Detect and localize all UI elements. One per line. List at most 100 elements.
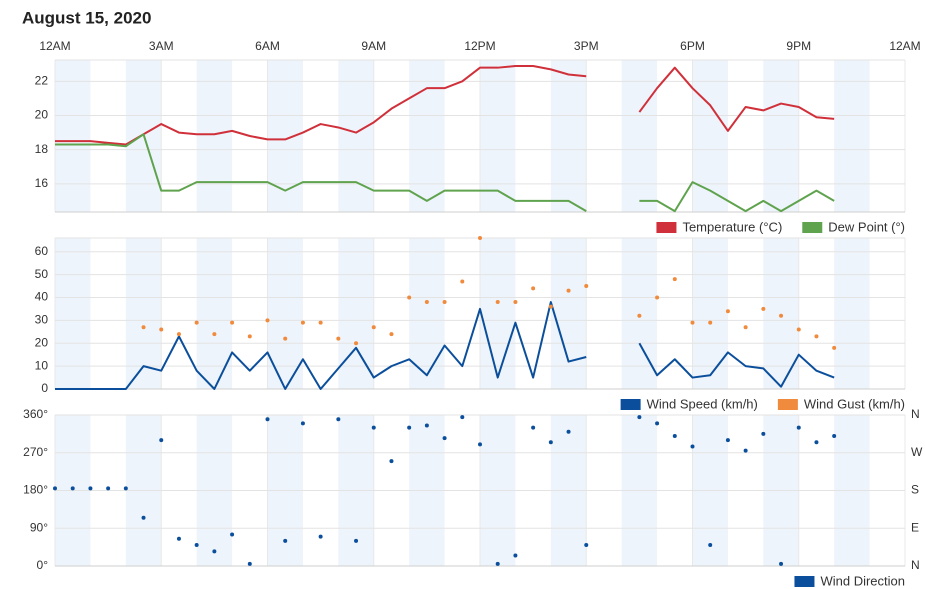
- legend-swatch: [794, 576, 815, 587]
- y-tick-label: 18: [35, 142, 49, 156]
- point: [176, 332, 181, 337]
- legend-label: Temperature (°C): [682, 219, 782, 234]
- point: [672, 433, 677, 438]
- point: [531, 425, 536, 430]
- y-tick-label: 360°: [23, 407, 48, 421]
- point: [194, 543, 199, 548]
- point: [495, 561, 500, 566]
- hour-band: [338, 238, 374, 389]
- legend-swatch: [777, 399, 798, 410]
- point: [265, 417, 270, 422]
- series-line: [55, 133, 835, 213]
- point: [655, 421, 660, 426]
- point: [566, 429, 571, 434]
- point: [725, 309, 730, 314]
- point: [141, 325, 146, 330]
- point: [672, 277, 677, 282]
- point: [531, 286, 536, 291]
- point: [460, 279, 465, 284]
- point: [283, 336, 288, 341]
- x-tick-label: 6AM: [255, 39, 280, 53]
- legend-label: Wind Gust (km/h): [804, 396, 905, 411]
- y-tick-label: 22: [35, 74, 49, 88]
- point: [655, 295, 660, 300]
- hour-band: [480, 60, 516, 212]
- y-tick-label: 180°: [23, 483, 48, 497]
- point: [584, 543, 589, 548]
- y-tick-label: 0°: [37, 558, 49, 572]
- point: [832, 433, 837, 438]
- point: [743, 448, 748, 453]
- hour-band: [692, 60, 728, 212]
- point: [584, 284, 589, 289]
- point: [407, 425, 412, 430]
- point: [513, 553, 518, 558]
- hour-band: [55, 238, 91, 389]
- point: [495, 300, 500, 305]
- point: [460, 415, 465, 420]
- point: [230, 320, 235, 325]
- point: [283, 538, 288, 543]
- point: [761, 431, 766, 436]
- legend-label: Wind Speed (km/h): [647, 396, 758, 411]
- x-tick-label: 12AM: [889, 39, 920, 53]
- x-tick-label: 9AM: [361, 39, 386, 53]
- point: [318, 534, 323, 539]
- point: [548, 440, 553, 445]
- hour-band: [550, 60, 587, 212]
- point: [336, 417, 341, 422]
- point: [407, 295, 412, 300]
- point: [566, 288, 571, 293]
- point: [442, 300, 447, 305]
- y-tick-label: 10: [35, 358, 49, 372]
- y2-tick-label: E: [911, 520, 919, 534]
- point: [548, 304, 553, 309]
- hour-band: [480, 238, 516, 389]
- point: [194, 320, 199, 325]
- hour-band: [763, 60, 799, 212]
- point: [513, 300, 518, 305]
- point: [814, 334, 819, 339]
- y-tick-label: 16: [35, 176, 49, 190]
- y-tick-label: 30: [35, 313, 49, 327]
- point: [230, 532, 235, 537]
- point: [637, 415, 642, 420]
- hour-band: [409, 60, 445, 212]
- point: [478, 442, 482, 447]
- point: [761, 306, 766, 311]
- point: [442, 436, 447, 441]
- x-tick-label: 3PM: [574, 39, 599, 53]
- y-tick-label: 90°: [30, 520, 48, 534]
- series-line: [55, 301, 835, 390]
- point: [371, 425, 376, 430]
- hour-band: [55, 60, 91, 212]
- x-tick-label: 6PM: [680, 39, 705, 53]
- point: [796, 327, 801, 332]
- point: [318, 320, 323, 325]
- point: [779, 561, 784, 566]
- legend-label: Wind Direction: [820, 573, 905, 588]
- y-tick-label: 270°: [23, 445, 48, 459]
- hour-band: [834, 238, 870, 389]
- y-tick-label: 60: [35, 244, 49, 258]
- point: [708, 320, 713, 325]
- y2-tick-label: N: [911, 558, 920, 572]
- hour-band: [621, 60, 658, 212]
- y-tick-label: 20: [35, 108, 49, 122]
- point: [354, 341, 359, 346]
- point: [106, 486, 111, 491]
- point: [424, 300, 429, 305]
- x-tick-label: 9PM: [786, 39, 811, 53]
- point: [247, 334, 252, 339]
- legend-label: Dew Point (°): [828, 219, 905, 234]
- hour-band: [196, 60, 233, 212]
- point: [371, 325, 376, 330]
- point: [336, 336, 341, 341]
- point: [424, 423, 429, 428]
- y-tick-label: 0: [41, 381, 48, 395]
- point: [123, 486, 128, 491]
- point: [814, 440, 819, 445]
- point: [743, 325, 748, 330]
- point: [779, 313, 784, 318]
